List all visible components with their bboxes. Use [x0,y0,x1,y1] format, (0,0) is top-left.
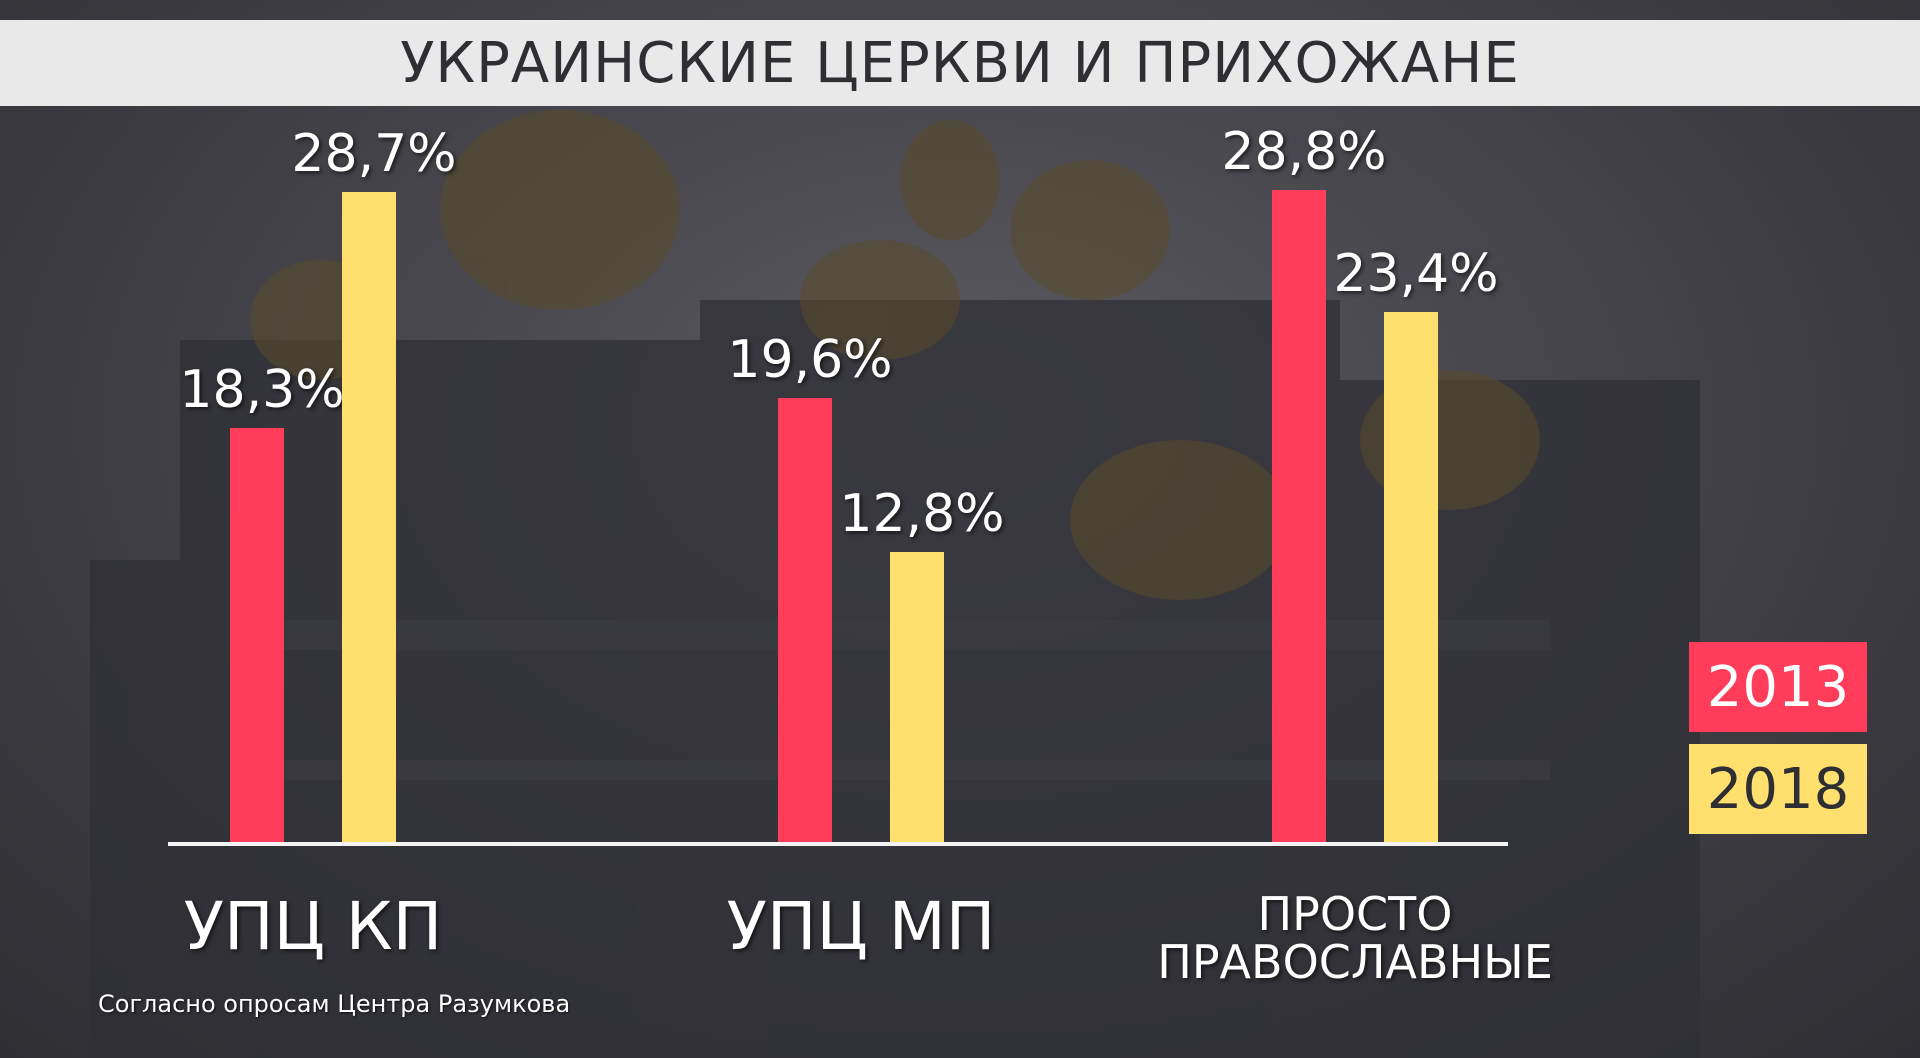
legend-item-2018: 2018 [1689,744,1867,834]
legend-item-2013: 2013 [1689,642,1867,732]
category-label-1: УПЦ МП [726,888,996,965]
value-label-2013-1: 19,6% [727,330,893,391]
category-label-0: УПЦ КП [183,888,443,965]
bar-2018-2 [1384,311,1438,842]
category-label-line: ПРОСТО [1257,887,1453,941]
bar-2013-0 [230,427,284,842]
bar-2013-1 [778,398,832,842]
value-label-2013-0: 18,3% [179,359,345,420]
source-note: Согласно опросам Центра Разумкова [98,990,571,1018]
category-label-line: УПЦ МП [726,888,996,965]
value-label-2018-1: 12,8% [839,484,1005,545]
chart-baseline [168,842,1508,846]
value-label-2013-2: 28,8% [1221,121,1387,182]
bar-2013-2 [1272,189,1326,842]
category-label-line: ПРАВОСЛАВНЫЕ [1157,935,1553,990]
title-bar: УКРАИНСКИЕ ЦЕРКВИ И ПРИХОЖАНЕ [0,20,1920,106]
bar-2018-0 [342,191,396,842]
value-label-2018-2: 23,4% [1333,243,1499,304]
value-label-2018-0: 28,7% [291,123,457,184]
bar-2018-1 [890,552,944,842]
category-label-2: ПРОСТО ПРАВОСЛАВНЫЕ [1157,890,1553,987]
chart-title: УКРАИНСКИЕ ЦЕРКВИ И ПРИХОЖАНЕ [400,30,1520,96]
category-label-line: УПЦ КП [183,888,443,965]
